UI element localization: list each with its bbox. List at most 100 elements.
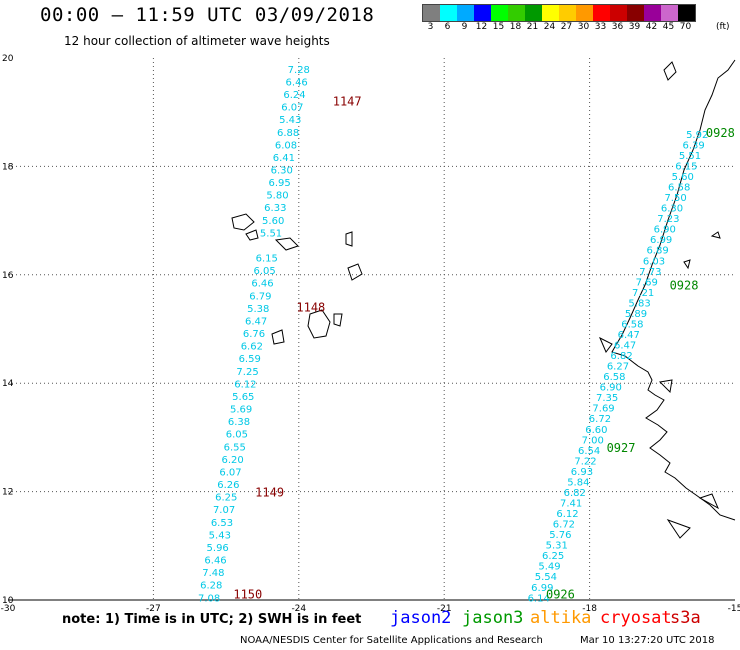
pass-time-label: 0927 (607, 441, 636, 455)
lat-lon-grid (8, 58, 735, 601)
y-tick-label: 10 (2, 596, 14, 606)
swh-value-label: 6.47 (618, 330, 640, 341)
swh-value-label: 6.54 (578, 446, 600, 457)
color-swatch (525, 5, 542, 21)
swh-value-label: 6.58 (621, 319, 643, 330)
swh-value-label: 5.83 (628, 298, 650, 309)
swh-value-label: 5.76 (549, 530, 571, 541)
swh-value-label: 5.60 (672, 172, 694, 183)
swh-value-label: 6.39 (682, 140, 704, 151)
swh-value-label: 5.51 (679, 151, 701, 162)
altimeter-tracks: 7.286.466.246.075.436.886.086.416.306.95… (198, 65, 708, 604)
swh-value-label: 6.72 (553, 520, 575, 531)
swh-value-label: 7.48 (202, 568, 224, 579)
footer-generated-date: Mar 10 13:27:20 UTC 2018 (580, 635, 715, 646)
island-santiago (307, 309, 331, 339)
swh-value-label: 6.99 (531, 583, 553, 594)
swh-value-label: 6.26 (217, 480, 239, 491)
swh-value-label: 6.76 (243, 329, 265, 340)
color-scale-label: 15 (492, 22, 505, 32)
x-tick-label: -21 (437, 604, 452, 614)
swh-value-label: 6.99 (650, 235, 672, 246)
swh-value-label: 6.95 (268, 178, 290, 189)
swh-value-label: 5.31 (546, 541, 568, 552)
swh-value-label: 6.33 (264, 203, 286, 214)
map-title: 00:00 – 11:59 UTC 03/09/2018 (40, 4, 375, 26)
color-scale-label: 42 (645, 22, 658, 32)
swh-value-label: 6.93 (571, 467, 593, 478)
swh-value-label: 6.90 (654, 225, 676, 236)
swh-value-label: 5.84 (567, 477, 589, 488)
swh-value-label: 6.25 (542, 551, 564, 562)
color-scale-label: 12 (475, 22, 488, 32)
swh-value-label: 6.12 (556, 509, 578, 520)
swh-value-label: 6.30 (271, 165, 293, 176)
swh-value-label: 7.69 (592, 404, 614, 415)
swh-value-label: 6.25 (215, 493, 237, 504)
color-scale-label: 24 (543, 22, 556, 32)
africa-coast-detail-north (663, 61, 677, 81)
swh-value-label: 6.46 (251, 279, 273, 290)
color-swatch (576, 5, 593, 21)
pass-time-label: 0928 (670, 279, 699, 293)
island-santo-antao (231, 213, 255, 231)
color-scale-label: 27 (560, 22, 573, 32)
y-tick-label: 18 (2, 162, 14, 172)
swh-value-label: 5.92 (686, 130, 708, 141)
color-swatch (678, 5, 695, 21)
swh-value-label: 5.65 (232, 392, 254, 403)
swh-value-label: 6.15 (256, 254, 278, 265)
color-scale (422, 4, 696, 22)
color-scale-label: 70 (679, 22, 692, 32)
color-swatch (440, 5, 457, 21)
coast-inlet-1 (658, 379, 673, 394)
y-tick-label: 16 (2, 271, 14, 281)
swh-value-label: 7.22 (574, 456, 596, 467)
swh-value-label: 7.41 (560, 499, 582, 510)
swh-value-label: 6.89 (646, 246, 668, 257)
africa-coast-detail-bay (599, 336, 613, 353)
x-tick-label: -15 (728, 604, 740, 614)
swh-value-label: 6.28 (200, 581, 222, 592)
pass-time-label: 1150 (233, 588, 262, 602)
island-dot-2 (683, 259, 691, 270)
swh-value-label: 6.07 (219, 467, 241, 478)
swh-value-label: 7.23 (657, 214, 679, 225)
color-swatch (491, 5, 508, 21)
x-tick-label: -18 (582, 604, 597, 614)
island-sal (345, 231, 353, 247)
y-tick-label: 12 (2, 488, 13, 498)
swh-value-label: 6.38 (228, 417, 250, 428)
swh-value-label: 5.43 (279, 115, 301, 126)
map-subtitle: 12 hour collection of altimeter wave hei… (64, 34, 330, 48)
swh-value-label: 6.79 (249, 291, 271, 302)
island-dot-1 (710, 231, 721, 239)
swh-value-label: 6.12 (234, 379, 256, 390)
swh-value-label: 5.54 (535, 572, 557, 583)
color-swatch (610, 5, 627, 21)
swh-value-label: 6.88 (277, 128, 299, 139)
swh-value-label: 5.38 (247, 304, 269, 315)
color-scale-label: 9 (461, 22, 468, 32)
color-scale-label: 21 (526, 22, 539, 32)
africa-coastline (611, 59, 736, 521)
island-boa-vista (347, 263, 363, 281)
color-swatch (559, 5, 576, 21)
legend-item-jason3: jason3 (462, 608, 524, 628)
swh-value-label: 5.80 (266, 191, 288, 202)
swh-value-label: 6.90 (600, 383, 622, 394)
swh-value-label: 6.03 (643, 256, 665, 267)
swh-value-label: 6.47 (614, 341, 636, 352)
swh-value-label: 7.35 (596, 393, 618, 404)
y-tick-label: 14 (2, 379, 14, 389)
color-swatch (644, 5, 661, 21)
y-tick-label: 20 (2, 54, 14, 64)
color-scale-label: 39 (628, 22, 641, 32)
swh-value-label: 7.08 (198, 593, 220, 604)
swh-value-label: 6.53 (211, 518, 233, 529)
island-sao-nicolau (274, 237, 299, 251)
swh-value-label: 6.62 (241, 342, 263, 353)
swh-value-label: 6.72 (589, 414, 611, 425)
swh-value-label: 7.73 (639, 267, 661, 278)
color-scale-label: 6 (444, 22, 451, 32)
